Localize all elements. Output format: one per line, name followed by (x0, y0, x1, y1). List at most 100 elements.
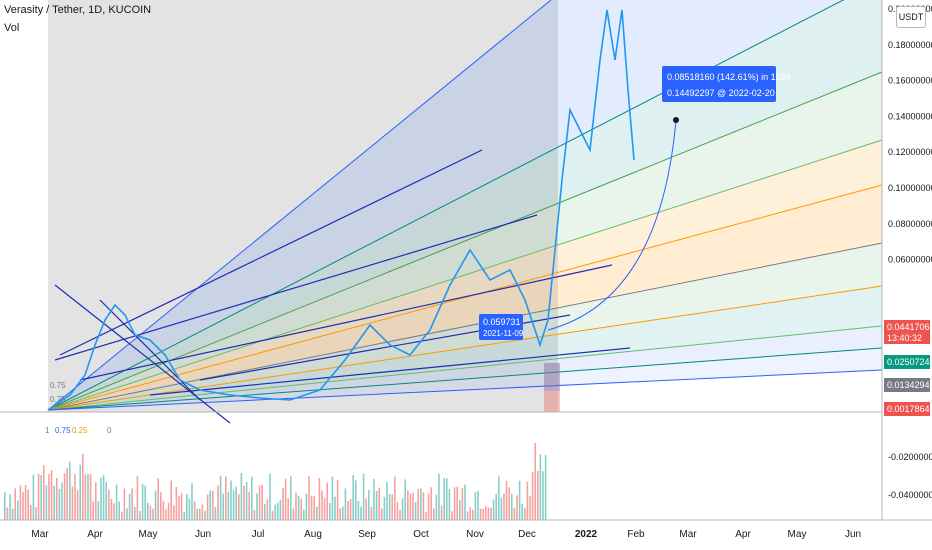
volume-bar (82, 453, 84, 520)
volume-bar (498, 476, 500, 520)
volume-bar (287, 498, 289, 520)
volume-bar (433, 508, 435, 520)
volume-bar (48, 474, 50, 520)
volume-bar (308, 475, 310, 520)
volume-bar (214, 507, 217, 520)
x-tick-label: Mar (679, 529, 697, 540)
volume-bar (492, 499, 495, 520)
volume-bar (446, 478, 448, 520)
volume-bar (235, 486, 237, 520)
volume-bar (84, 474, 87, 520)
x-tick-label: Nov (466, 529, 484, 540)
volume-bar (113, 503, 115, 520)
volume-bar (282, 488, 284, 520)
volume-bar (474, 492, 477, 520)
volume-bar (69, 461, 71, 520)
fan-line (47, 347, 883, 411)
volume-bar (248, 491, 250, 520)
volume-bar (537, 470, 539, 520)
volume-bar (318, 477, 321, 520)
volume-bar (115, 484, 118, 520)
volume-bar (511, 493, 513, 520)
volume-bar (27, 489, 29, 520)
y-tick-label: 0.06000000 (888, 255, 932, 265)
volume-bar (238, 494, 240, 520)
volume-bar (196, 508, 198, 520)
volume-bar (518, 480, 521, 520)
volume-indicator-label[interactable]: Vol (4, 22, 20, 34)
volume-bar (230, 480, 232, 520)
volume-bar (310, 495, 313, 520)
volume-bar (365, 498, 367, 520)
volume-bar (386, 481, 388, 520)
volume-bar (30, 504, 32, 520)
volume-bar (66, 467, 68, 520)
volume-bar (300, 498, 302, 520)
volume-bar (243, 485, 245, 520)
volume-bar (531, 471, 534, 520)
price-tag: 0.00178647 (887, 404, 932, 414)
volume-bar (323, 498, 326, 520)
volume-bar (22, 492, 24, 520)
vol-tick-label: -0.04000000 (888, 490, 932, 500)
volume-bar (131, 488, 133, 520)
volume-bar (524, 507, 526, 520)
volume-bar (89, 473, 92, 520)
volume-bar (43, 465, 45, 520)
point-label-bg (479, 314, 523, 340)
measure-line1: 0.08518160 (142.61%) in 103d (667, 72, 791, 82)
fan-line (47, 71, 883, 411)
currency-button[interactable]: USDT (896, 6, 926, 28)
trend-line (99, 299, 201, 401)
volume-bar (503, 493, 505, 520)
volume-bar (485, 506, 487, 520)
vol-fib-label: 0 (107, 426, 112, 435)
volume-bar (264, 503, 266, 520)
volume-bar (258, 485, 261, 520)
volume-bar (404, 479, 406, 520)
volume-bar (500, 497, 503, 520)
x-tick-label: Mar (31, 529, 49, 540)
vol-fib-label: 0.25 (72, 426, 88, 435)
symbol-title[interactable]: Verasity / Tether, 1D, KUCOIN (4, 4, 152, 16)
volume-bar (472, 509, 474, 520)
point-line2: 2021-11-09 (483, 329, 524, 338)
volume-bar (451, 511, 453, 520)
trend-line (54, 284, 231, 424)
volume-bar (191, 483, 193, 520)
volume-bar (453, 487, 456, 520)
volume-bar (58, 488, 61, 520)
fan-line (47, 369, 883, 411)
volume-bar (508, 487, 510, 520)
volume-bar (326, 482, 328, 520)
fan-line (47, 325, 883, 411)
volume-bar (412, 492, 414, 520)
volume-bar (490, 507, 492, 520)
volume-bar (167, 502, 170, 520)
volume-bar (11, 508, 14, 520)
volume-bar (219, 475, 222, 520)
volume-bar (71, 486, 74, 520)
volume-bar (40, 475, 42, 520)
volume-bar (19, 485, 22, 520)
volume-bar (349, 499, 352, 520)
volume-bar (435, 494, 438, 520)
volume-bar (165, 509, 167, 520)
volume-bar (456, 486, 458, 520)
trend-line (149, 347, 631, 396)
x-tick-label: Dec (518, 529, 536, 540)
volume-bar (383, 496, 386, 520)
volume-bar (50, 470, 53, 520)
fan-zone (48, 0, 882, 410)
volume-bar (526, 481, 529, 520)
volume-bar (110, 499, 113, 520)
volume-bar (108, 489, 110, 520)
volume-bar (368, 489, 370, 520)
x-tick-label: Sep (358, 529, 376, 540)
volume-bar (271, 510, 274, 520)
volume-bar (295, 492, 297, 520)
price-tag-time: 13:40:32 (887, 333, 922, 343)
x-tick-label: Jul (252, 529, 265, 540)
